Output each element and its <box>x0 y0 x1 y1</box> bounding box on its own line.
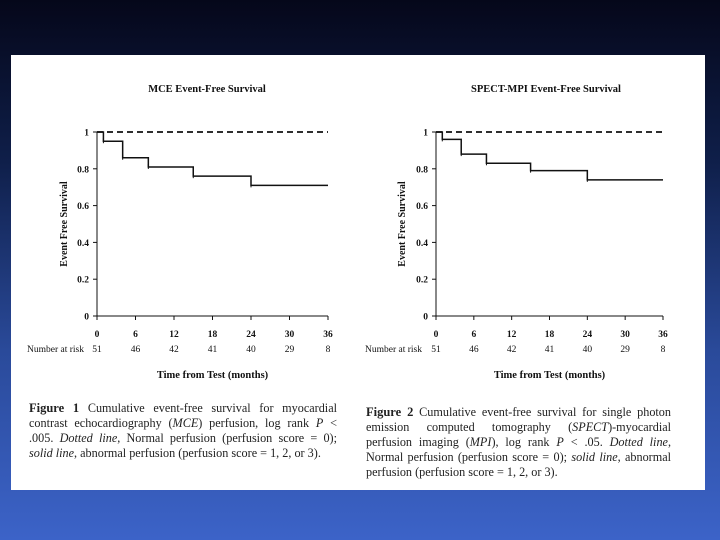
x-tick-label: 24 <box>246 330 256 340</box>
risk-table-value: 8 <box>661 345 666 355</box>
x-tick-label: 0 <box>434 330 439 340</box>
chart-1: MCE Event-Free Survival 0 0.2 0.4 0.6 0.8 1 0 6 1… <box>27 84 333 381</box>
risk-table-value: 29 <box>620 345 630 355</box>
caption-2-p: P <box>556 435 564 449</box>
caption-2-text: , abnormal perfusion (perfusion score = … <box>366 450 672 479</box>
x-tick-label: 18 <box>208 330 218 340</box>
caption-1-text: < .005. <box>29 416 337 445</box>
caption-2-dotted: Dotted line <box>609 435 668 449</box>
x-tick-label: 12 <box>169 330 179 340</box>
caption-2-text: ), log rank <box>491 435 557 449</box>
y-tick-label: 0.4 <box>77 239 89 249</box>
charts-canvas: MCE Event-Free Survival 0 0.2 0.4 0.6 0.8 1 0 6 1… <box>27 84 668 381</box>
x-tick-label: 0 <box>95 330 100 340</box>
risk-table-value: 51 <box>92 345 102 355</box>
caption-2-text: < .05. <box>563 435 610 449</box>
caption-2-text: , Normal perfusion (perfusion score = 0)… <box>366 435 671 464</box>
risk-table-value: 41 <box>545 345 555 355</box>
risk-table-value: 46 <box>469 345 479 355</box>
caption-1-p: P <box>315 416 324 430</box>
y-tick-label: 0 <box>84 313 89 323</box>
y-tick-label: 0.8 <box>77 165 89 175</box>
y-tick-label: 0.2 <box>416 276 428 286</box>
risk-table-value: 42 <box>507 345 517 355</box>
chart-title: MCE Event-Free Survival <box>148 84 266 95</box>
x-tick-label: 6 <box>133 330 138 340</box>
x-axis-label: Time from Test (months) <box>494 370 606 381</box>
risk-table-value: 41 <box>208 345 218 355</box>
y-tick-label: 1 <box>423 129 428 139</box>
risk-table-value: 51 <box>431 345 441 355</box>
y-tick-label: 0 <box>423 313 428 323</box>
x-axis-label: Time from Test (months) <box>157 370 269 381</box>
risk-table-value: 40 <box>583 345 593 355</box>
caption-1-text: , abnormal perfusion (perfusion score = … <box>74 446 321 460</box>
x-tick-label: 30 <box>620 330 630 340</box>
x-tick-label: 30 <box>285 330 295 340</box>
figure-1-label: Figure 1 <box>29 401 80 415</box>
figure-2-label: Figure 2 <box>366 405 414 419</box>
caption-1-text: ) perfusion, log rank <box>198 416 316 430</box>
caption-2-solid: solid line <box>571 450 618 464</box>
x-tick-label: 18 <box>545 330 555 340</box>
y-tick-label: 0.8 <box>416 165 428 175</box>
risk-table-label: Number at risk <box>27 345 84 355</box>
y-tick-label: 0.4 <box>416 239 428 249</box>
y-tick-label: 0.6 <box>416 202 428 212</box>
y-tick-label: 0.2 <box>77 276 89 286</box>
caption-1-text: Cumulative event-free survival for myoca… <box>29 401 337 430</box>
caption-2-abbr: MPI <box>469 435 492 449</box>
caption-2-text: Cumulative event-free survival for singl… <box>366 405 671 434</box>
risk-table-value: 46 <box>131 345 141 355</box>
slide-paper: MCE Event-Free Survival 0 0.2 0.4 0.6 0.8 1 0 6 1… <box>11 55 705 490</box>
y-axis-label: Event Free Survival <box>397 181 408 267</box>
series-abnormal-perfusion <box>97 131 328 187</box>
risk-table-label: Number at risk <box>365 345 422 355</box>
caption-1-text: , Normal perfusion (perfusion score = 0)… <box>117 431 338 445</box>
series-abnormal-perfusion <box>436 131 663 181</box>
x-tick-label: 36 <box>658 330 668 340</box>
risk-table-value: 29 <box>285 345 295 355</box>
chart-title: SPECT-MPI Event-Free Survival <box>471 84 621 95</box>
caption-1-dotted: Dotted line <box>59 431 118 445</box>
figure-1-caption: Figure 1 Cumulative event-free survival … <box>29 401 337 461</box>
y-tick-label: 0.6 <box>77 202 89 212</box>
x-tick-label: 6 <box>471 330 476 340</box>
figure-2-caption: Figure 2 Cumulative event-free survival … <box>366 405 671 480</box>
x-tick-label: 12 <box>507 330 517 340</box>
chart-2: SPECT-MPI Event-Free Survival 0 0.2 0.4 0.6 0… <box>365 84 668 381</box>
caption-1-abbr: MCE <box>172 416 199 430</box>
risk-table-value: 8 <box>326 345 331 355</box>
caption-1-solid: solid line <box>29 446 75 460</box>
risk-table-value: 42 <box>169 345 179 355</box>
y-tick-label: 1 <box>84 129 89 139</box>
x-tick-label: 36 <box>323 330 333 340</box>
caption-2-text: )-myocardial perfusion imaging ( <box>366 420 671 449</box>
y-axis-label: Event Free Survival <box>59 181 70 267</box>
caption-2-abbr: SPECT <box>572 420 609 434</box>
x-tick-label: 24 <box>583 330 593 340</box>
risk-table-value: 40 <box>246 345 256 355</box>
